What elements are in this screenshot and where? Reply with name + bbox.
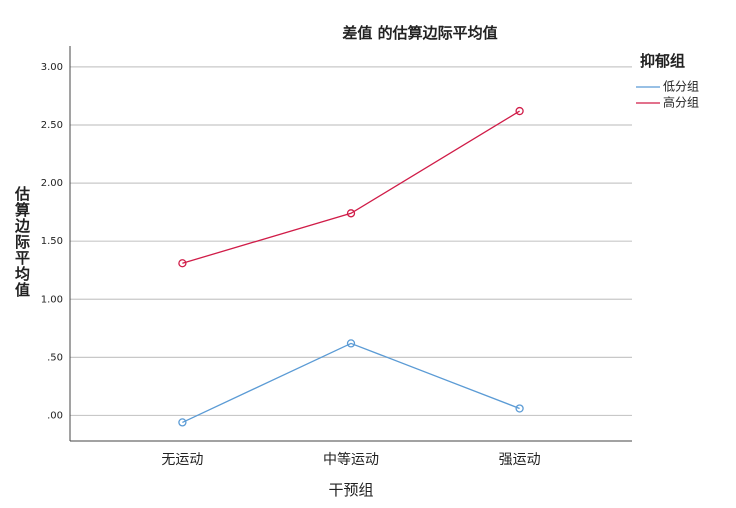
point	[178, 418, 187, 427]
y-tick-label: .50	[47, 352, 63, 363]
y-tick-label: 1.00	[41, 294, 63, 305]
chart-title: 差值 的估算边际平均值	[342, 24, 497, 42]
x-tick-label: 无运动	[161, 452, 203, 468]
legend-title: 抑郁组	[640, 52, 685, 70]
y-axis-label: 估算边际平均值	[13, 186, 31, 298]
y-tick-label: .00	[47, 410, 63, 421]
legend-label: 低分组	[663, 80, 699, 94]
legend-label: 高分组	[663, 95, 699, 110]
x-tick-label: 中等运动	[323, 451, 379, 468]
x-tick-label: 强运动	[499, 452, 541, 468]
point	[515, 404, 524, 413]
point	[178, 259, 187, 268]
x-axis-label: 干预组	[328, 481, 373, 499]
point	[346, 209, 356, 218]
y-tick-label: 2.50	[41, 120, 63, 131]
y-tick-label: 3.00	[41, 62, 63, 73]
point	[515, 106, 524, 116]
series-line	[182, 110, 520, 264]
y-tick-label: 1.50	[41, 236, 63, 247]
series-line	[182, 342, 520, 424]
y-tick-label: 2.00	[41, 178, 63, 189]
point	[346, 339, 356, 348]
